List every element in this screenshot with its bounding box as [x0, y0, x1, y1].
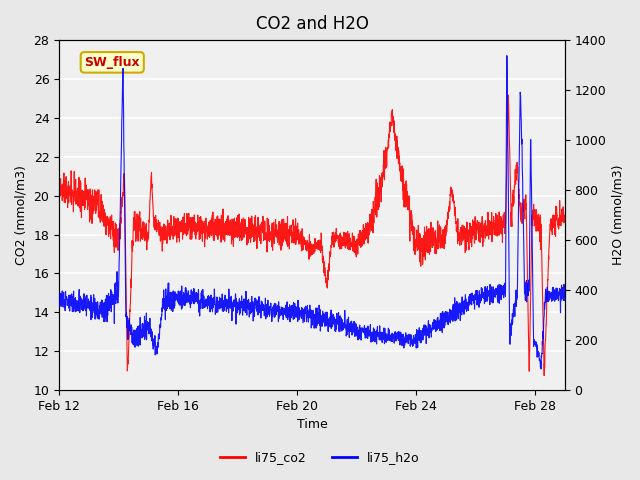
Legend: li75_co2, li75_h2o: li75_co2, li75_h2o: [215, 446, 425, 469]
Text: SW_flux: SW_flux: [84, 56, 140, 69]
Title: CO2 and H2O: CO2 and H2O: [255, 15, 369, 33]
Y-axis label: CO2 (mmol/m3): CO2 (mmol/m3): [15, 165, 28, 265]
X-axis label: Time: Time: [296, 419, 328, 432]
Y-axis label: H2O (mmol/m3): H2O (mmol/m3): [612, 165, 625, 265]
